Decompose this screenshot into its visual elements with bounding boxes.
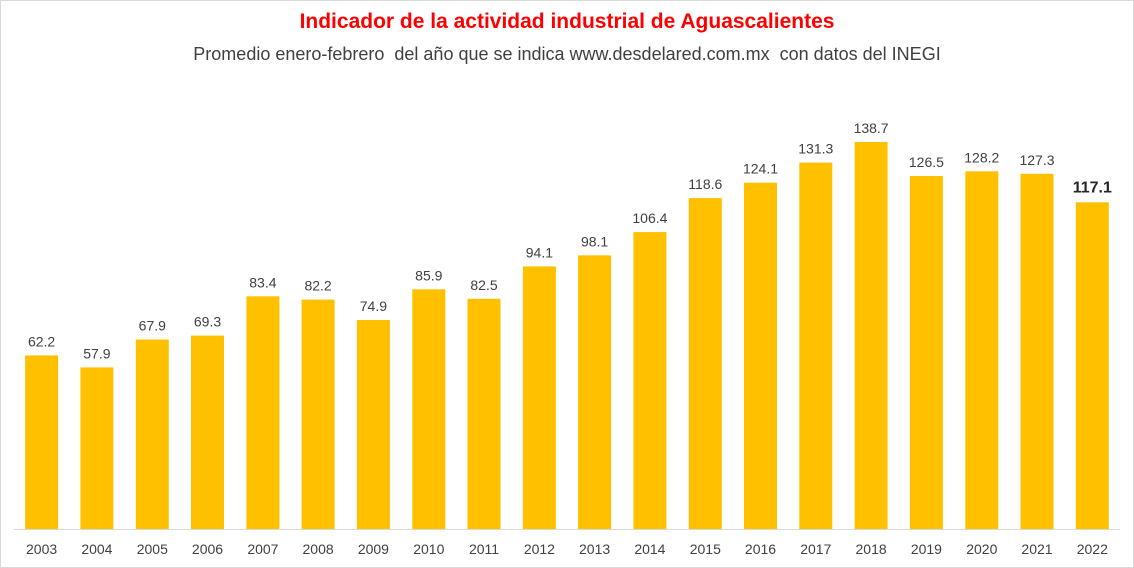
bar-2009 bbox=[356, 320, 390, 529]
value-label-2013: 98.1 bbox=[581, 233, 608, 249]
value-label-2015: 118.6 bbox=[688, 176, 722, 192]
bar-2008 bbox=[301, 299, 335, 529]
value-label-2005: 67.9 bbox=[139, 318, 166, 334]
x-tick-label-2008: 2008 bbox=[303, 541, 334, 557]
bar-2013 bbox=[578, 255, 612, 530]
bar-2021 bbox=[1020, 173, 1054, 530]
value-label-2022: 117.1 bbox=[1073, 179, 1112, 196]
bar-2022 bbox=[1075, 202, 1109, 530]
x-tick-label-2009: 2009 bbox=[358, 541, 389, 557]
value-label-2021: 127.3 bbox=[1019, 152, 1054, 168]
value-label-2003: 62.2 bbox=[28, 333, 55, 349]
x-tick-label-2018: 2018 bbox=[856, 541, 887, 557]
bar-2004 bbox=[80, 367, 114, 529]
value-labels-group: 62.2 57.9 67.9 69.3 83.4 82.2 74.9 85.9 82.5 94.1… bbox=[28, 120, 1112, 361]
x-tick-label-2010: 2010 bbox=[413, 541, 444, 557]
x-tick-label-2015: 2015 bbox=[690, 541, 721, 557]
x-tick-label-2012: 2012 bbox=[524, 541, 555, 557]
x-tick-label-2011: 2011 bbox=[469, 541, 499, 557]
x-tick-label-2004: 2004 bbox=[81, 541, 112, 557]
value-label-2014: 106.4 bbox=[632, 210, 667, 226]
bar-2007 bbox=[246, 296, 280, 529]
bar-2003 bbox=[25, 355, 59, 529]
bar-2005 bbox=[135, 339, 169, 529]
x-tick-label-2021: 2021 bbox=[1021, 541, 1052, 557]
bar-2019 bbox=[909, 176, 943, 529]
value-label-2012: 94.1 bbox=[526, 244, 553, 260]
x-tick-label-2022: 2022 bbox=[1077, 541, 1108, 557]
value-label-2017: 131.3 bbox=[798, 141, 833, 157]
value-label-2011: 82.5 bbox=[470, 277, 497, 293]
bar-2016 bbox=[744, 182, 777, 529]
x-tick-label-2007: 2007 bbox=[247, 541, 278, 557]
x-tick-label-2017: 2017 bbox=[800, 541, 831, 557]
value-label-2004: 57.9 bbox=[83, 345, 110, 361]
bar-2020 bbox=[965, 171, 999, 530]
bar-2006 bbox=[191, 335, 224, 529]
chart-subtitle: Promedio enero-febrero del año que se in… bbox=[193, 44, 941, 64]
x-tick-labels-group: 2003 2004 2005 2006 2007 2008 2009 2010 2011 2012… bbox=[26, 541, 1108, 557]
x-tick-label-2020: 2020 bbox=[966, 541, 997, 557]
x-tick-label-2013: 2013 bbox=[579, 541, 610, 557]
bar-2015 bbox=[688, 198, 722, 529]
bar-2011 bbox=[467, 298, 501, 529]
x-tick-label-2019: 2019 bbox=[911, 541, 942, 557]
value-label-2008: 82.2 bbox=[304, 278, 331, 294]
value-label-2018: 138.7 bbox=[854, 120, 889, 136]
value-label-2010: 85.9 bbox=[415, 267, 442, 283]
bars-group bbox=[25, 142, 1109, 530]
value-label-2007: 83.4 bbox=[249, 274, 276, 290]
value-label-2009: 74.9 bbox=[360, 298, 387, 314]
bar-2012 bbox=[522, 266, 556, 529]
x-tick-label-2005: 2005 bbox=[137, 541, 168, 557]
value-label-2006: 69.3 bbox=[194, 314, 221, 330]
x-tick-label-2014: 2014 bbox=[634, 541, 665, 557]
bar-2018 bbox=[854, 142, 888, 529]
value-label-2016: 124.1 bbox=[743, 161, 778, 177]
x-tick-label-2003: 2003 bbox=[26, 541, 57, 557]
value-label-2020: 128.2 bbox=[964, 149, 999, 165]
bar-2010 bbox=[412, 289, 446, 529]
bar-2017 bbox=[799, 162, 833, 529]
value-label-2019: 126.5 bbox=[909, 154, 944, 170]
x-tick-label-2016: 2016 bbox=[745, 541, 776, 557]
chart-title: Indicador de la actividad industrial de … bbox=[299, 10, 835, 33]
bar-2014 bbox=[633, 232, 667, 529]
x-tick-label-2006: 2006 bbox=[192, 541, 223, 557]
